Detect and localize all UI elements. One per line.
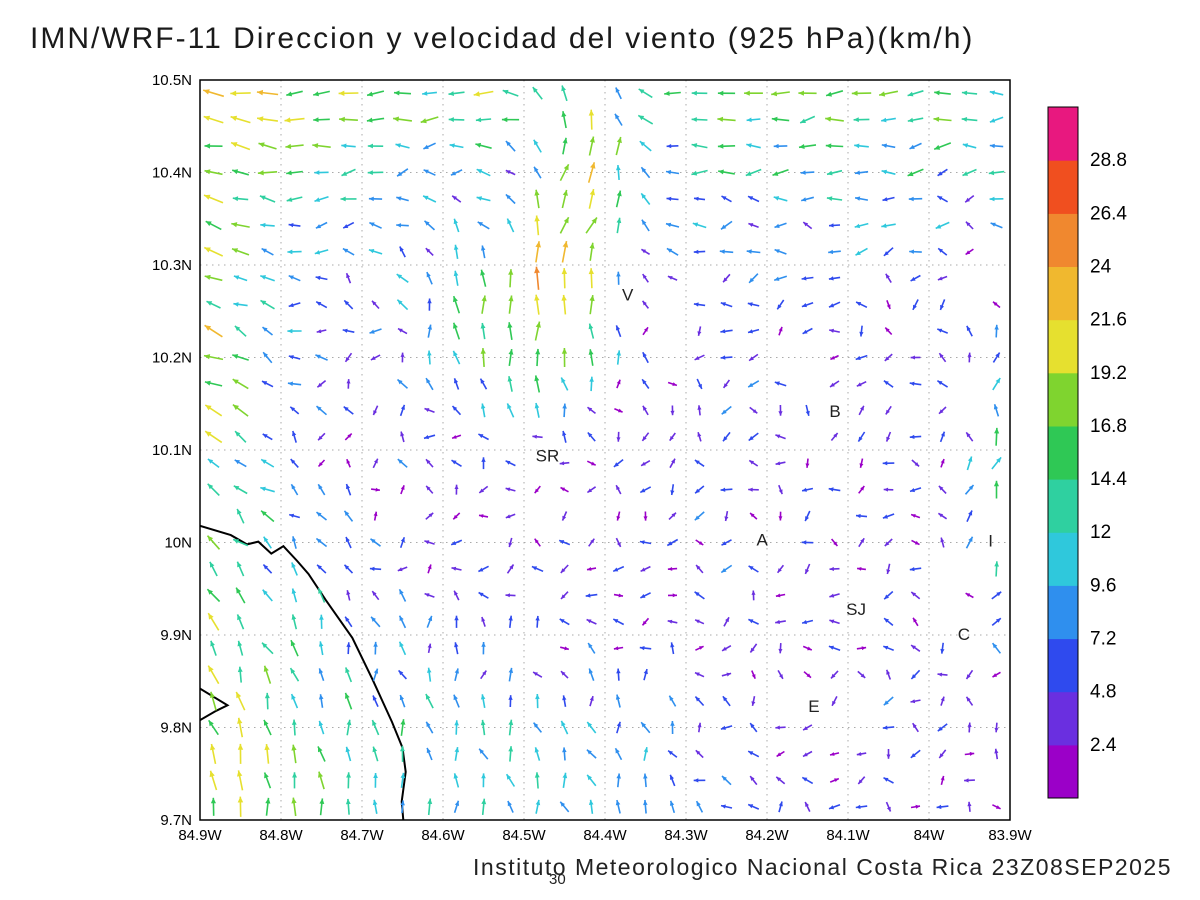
colorbar-segment (1048, 744, 1078, 799)
station-label: V (622, 286, 634, 305)
y-tick-label: 10N (164, 535, 192, 552)
y-tick-label: 10.4N (152, 165, 192, 182)
colorbar: 2.4 4.8 7.2 9.6 12 14.4 16.8 19.2 21.6 24 26.4 28.8 (1047, 106, 1127, 799)
x-tick-label: 84.9W (178, 827, 222, 844)
colorbar-tick-label: 9.6 (1090, 575, 1116, 596)
colorbar-tick-label: 26.4 (1090, 203, 1127, 224)
frame-number: 30 (549, 871, 566, 888)
axis-tick-labels: 84.9W 84.8W 84.7W 84.6W 84.5W 84.4W 84.3W 84.2W… (152, 72, 1033, 844)
x-tick-label: 84.4W (583, 827, 627, 844)
colorbar-segment (1048, 319, 1078, 374)
wind-vector-field (202, 85, 1005, 817)
x-tick-label: 83.9W (988, 827, 1032, 844)
chart-title: IMN/WRF-11 Direccion y velocidad del vie… (30, 22, 975, 55)
colorbar-segment (1048, 213, 1078, 267)
grid-lines (199, 79, 1011, 821)
colorbar-segment (1048, 266, 1078, 321)
colorbar-segment (1048, 107, 1078, 161)
x-tick-label: 84.2W (745, 827, 789, 844)
station-label: A (756, 531, 768, 550)
colorbar-tick-label: 7.2 (1090, 629, 1116, 650)
y-tick-label: 10.1N (152, 442, 192, 459)
colorbar-segment (1048, 532, 1078, 586)
colorbar-tick-label: 2.4 (1090, 735, 1117, 756)
x-tick-label: 84.5W (502, 827, 546, 844)
y-tick-label: 9.8N (160, 720, 192, 737)
y-tick-label: 9.7N (160, 812, 192, 829)
colorbar-segment (1048, 638, 1078, 693)
colorbar-tick-label: 19.2 (1090, 363, 1127, 384)
x-tick-label: 84.7W (340, 827, 384, 844)
colorbar-segment (1048, 372, 1078, 427)
station-label: C (958, 625, 970, 644)
y-tick-label: 10.2N (152, 350, 192, 367)
x-tick-label: 84.6W (421, 827, 465, 844)
x-tick-label: 84.8W (259, 827, 303, 844)
colorbar-tick-label: 21.6 (1090, 310, 1127, 331)
y-tick-label: 10.3N (152, 257, 192, 274)
colorbar-tick-label: 12 (1090, 522, 1111, 543)
colorbar-tick-label: 16.8 (1090, 416, 1127, 437)
footer-caption: Instituto Meteorologico Nacional Costa R… (473, 854, 1172, 880)
colorbar-tick-label: 24 (1090, 256, 1112, 277)
colorbar-segment (1048, 585, 1078, 640)
station-label: SJ (846, 600, 866, 619)
colorbar-segment (1048, 691, 1078, 746)
colorbar-tick-label: 14.4 (1090, 469, 1127, 490)
y-tick-label: 9.9N (160, 627, 192, 644)
station-label: B (829, 402, 840, 421)
station-label: I (988, 532, 993, 551)
x-tick-label: 84.3W (664, 827, 708, 844)
x-tick-label: 84W (914, 827, 946, 844)
colorbar-tick-label: 28.8 (1090, 150, 1127, 171)
y-tick-label: 10.5N (152, 72, 192, 89)
colorbar-segment (1048, 479, 1078, 533)
colorbar-segment (1048, 425, 1078, 480)
colorbar-tick-label: 4.8 (1090, 682, 1116, 703)
colorbar-segment (1048, 160, 1078, 214)
station-label: SR (536, 447, 560, 466)
x-tick-label: 84.1W (826, 827, 870, 844)
coastline (200, 524, 407, 820)
station-labels: V B SR A I SJ C E (536, 286, 993, 717)
plot-frame (199, 79, 1011, 821)
station-label: E (808, 697, 819, 716)
